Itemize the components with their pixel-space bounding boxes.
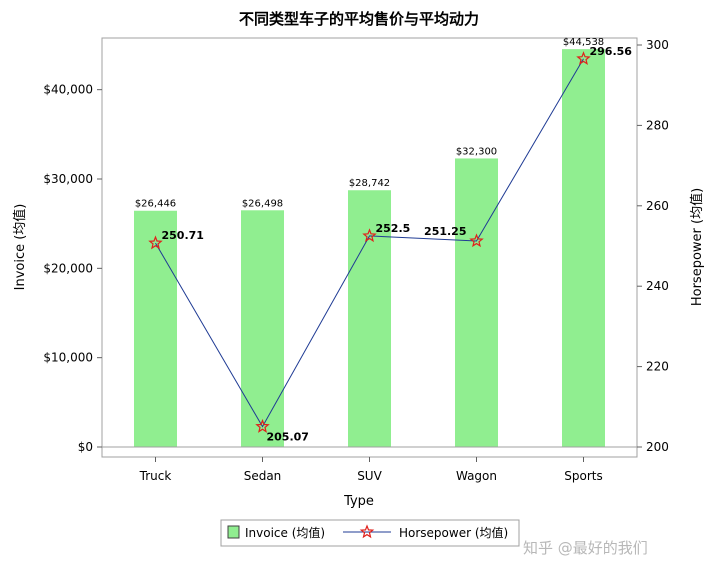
left-y-axis: $0 $10,000 $20,000 $30,000 $40,000 [43,83,102,454]
horsepower-label-sedan: 205.07 [267,431,309,444]
horsepower-marker-suv [362,228,377,243]
x-tick-label: Truck [139,469,172,483]
horsepower-label-suv: 252.5 [376,222,411,235]
y2-tick-label: 260 [646,199,669,213]
y2-axis-label: Horsepower (均值) [689,188,705,306]
bar-label-truck: $26,446 [135,199,176,210]
bar-sedan [241,210,284,447]
y2-tick-label: 300 [646,38,669,52]
y2-tick-label: 220 [646,360,669,374]
horsepower-marker-truck [148,235,163,250]
horsepower-marker-sports [576,51,591,66]
chart-title: 不同类型车子的平均售价与平均动力 [239,10,479,28]
horsepower-series-line [155,58,584,428]
bar-sports [562,49,605,448]
horsepower-label-truck: 250.71 [162,229,204,242]
legend-invoice-swatch [227,525,240,539]
bar-suv [348,190,391,447]
invoice-bars [134,49,605,448]
bar-truck [134,210,177,447]
right-y-axis: 200 220 240 260 280 300 [637,38,669,454]
horsepower-label-wagon: 251.25 [424,225,466,238]
y-tick-label: $30,000 [43,172,93,186]
y2-tick-label: 240 [646,279,669,293]
y2-tick-label: 200 [646,440,669,454]
y-axis-label: Invoice (均值) [12,204,28,291]
x-tick-label: Sports [564,469,602,483]
bar-label-sports: $44,538 [563,37,604,48]
x-tick-label: Wagon [456,469,497,483]
y2-tick-label: 280 [646,118,669,132]
horsepower-data-labels: 250.71 205.07 252.5 251.25 296.56 [162,45,633,444]
legend-horsepower-label: Horsepower (均值) [399,525,508,540]
y-tick-label: $10,000 [43,351,93,365]
x-axis-label: Type [343,494,374,509]
y-tick-label: $0 [78,440,93,454]
horsepower-line [148,51,591,433]
horsepower-marker-sedan [255,418,270,433]
watermark: 知乎 @最好的我们 [523,539,648,557]
x-tick-label: SUV [357,469,382,483]
x-axis: Truck Sedan SUV Wagon Sports [139,457,603,483]
invoice-data-labels: $26,446 $26,498 $28,742 $32,300 $44,538 [135,37,604,210]
legend-horsepower-star-icon [359,524,375,539]
bar-label-suv: $28,742 [349,178,390,189]
bar-label-sedan: $26,498 [242,198,283,209]
bar-wagon [455,158,498,447]
bar-label-wagon: $32,300 [456,146,497,157]
legend-invoice-label: Invoice (均值) [245,525,325,540]
legend: Invoice (均值) Horsepower (均值) [220,519,520,547]
horsepower-marker-wagon [469,233,484,248]
y-tick-label: $20,000 [43,261,93,275]
horsepower-label-sports: 296.56 [590,45,633,58]
x-tick-label: Sedan [244,469,282,483]
y-tick-label: $40,000 [43,83,93,97]
